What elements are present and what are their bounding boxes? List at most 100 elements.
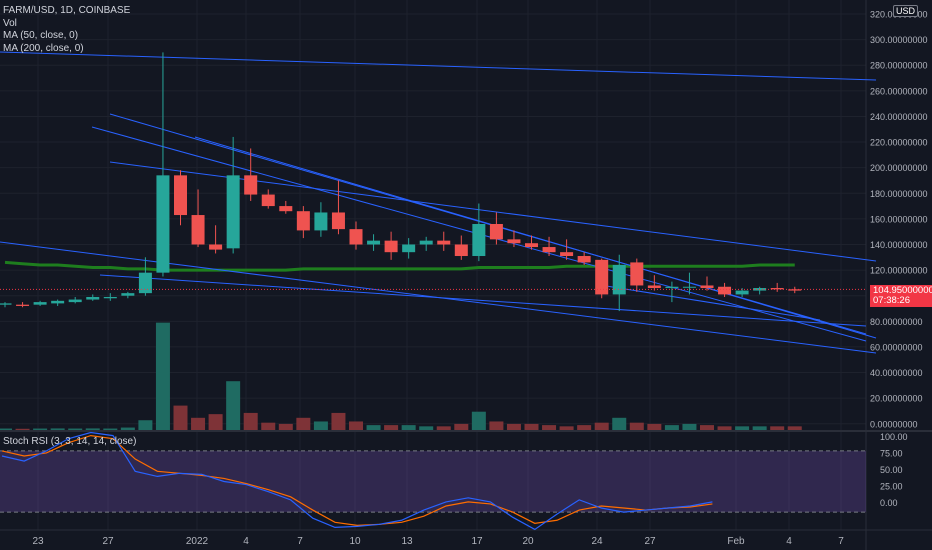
- volume-bar: [454, 423, 469, 430]
- time-tick-label: 17: [471, 536, 483, 547]
- rsi-d-line: [1, 434, 713, 526]
- candle-body: [331, 212, 345, 230]
- candle-body: [68, 299, 82, 303]
- rsi-axis: 100.00 75.00 50.00 25.00 0.00: [880, 432, 908, 508]
- chart-legend: FARM/USD, 1D, COINBASE Vol MA (50, close…: [3, 5, 130, 55]
- volume-bar: [349, 421, 363, 430]
- volume-bar: [68, 428, 83, 430]
- volume-bar: [0, 428, 12, 430]
- candle-body: [209, 244, 223, 250]
- ma200-label[interactable]: MA (200, close, 0): [3, 42, 84, 54]
- price-tick-label: 160.00000000: [870, 214, 928, 224]
- volume-bar: [752, 426, 767, 430]
- time-tick-label: 7: [838, 536, 844, 547]
- candle-body: [191, 215, 205, 245]
- candle-body: [472, 224, 486, 257]
- candle-body: [384, 240, 398, 253]
- price-tick-label: 0.00000000: [870, 419, 918, 429]
- volume-bar: [524, 423, 539, 430]
- time-tick-label: 4: [786, 536, 792, 547]
- volume-bar: [366, 425, 381, 430]
- volume-label[interactable]: Vol: [3, 17, 17, 29]
- ma50-label[interactable]: MA (50, close, 0): [3, 30, 79, 41]
- candle-body: [174, 175, 187, 216]
- candle-body: [647, 285, 661, 289]
- trend-line: [109, 161, 877, 262]
- rsi-band: [0, 450, 866, 513]
- candle-body: [612, 264, 626, 295]
- volume-bar: [33, 428, 48, 430]
- rsi-tick-label: 100.00: [880, 432, 908, 442]
- volume-bar: [50, 428, 65, 430]
- time-tick-label: 7: [297, 536, 303, 547]
- candle-body: [542, 247, 556, 253]
- volume-bar: [401, 425, 416, 430]
- volume-bar: [436, 426, 451, 430]
- symbol-label[interactable]: FARM/USD, 1D, COINBASE: [3, 5, 131, 16]
- volume-bar: [155, 322, 170, 430]
- candle-body: [682, 286, 696, 288]
- volume-bar: [577, 425, 592, 430]
- candle-body: [51, 300, 65, 304]
- volume-bar: [682, 423, 697, 430]
- volume-bar: [85, 428, 100, 430]
- candle-body: [700, 285, 714, 289]
- candle-body: [244, 175, 258, 195]
- candle-body: [788, 289, 802, 291]
- volume-bar: [594, 422, 609, 430]
- candle-body: [16, 304, 30, 306]
- candle-body: [156, 175, 170, 273]
- volume-bar: [261, 422, 276, 430]
- candle-body: [402, 244, 416, 253]
- price-tick-label: 280.00000000: [870, 61, 928, 71]
- candle-body: [314, 212, 328, 231]
- time-tick-label: 2022: [186, 536, 209, 547]
- candle-body: [437, 240, 451, 245]
- candlesticks: [0, 52, 802, 312]
- candle-body: [489, 224, 503, 240]
- time-tick-label: Feb: [727, 536, 745, 547]
- rsi-tick-label: 75.00: [880, 449, 903, 459]
- trend-line: [99, 274, 867, 327]
- volume-bar: [120, 427, 135, 430]
- ma-line: [4, 260, 795, 272]
- price-tick-label: 60.00000000: [870, 342, 923, 352]
- price-tick-label: 120.00000000: [870, 266, 928, 276]
- volume-bar: [419, 426, 434, 430]
- volume-bar: [191, 417, 206, 430]
- candle-body: [0, 303, 12, 305]
- time-tick-label: 27: [644, 536, 656, 547]
- volume-bar: [243, 412, 258, 430]
- time-tick-label: 13: [401, 536, 413, 547]
- volume-bar: [735, 426, 750, 430]
- candle-body: [770, 288, 784, 290]
- volume-bar: [296, 417, 311, 430]
- volume-bar: [138, 420, 153, 430]
- candle-body: [595, 259, 609, 295]
- candle-body: [367, 240, 381, 245]
- volume-bar: [647, 423, 662, 430]
- candle-body: [138, 272, 152, 294]
- volume-bar: [103, 428, 118, 430]
- price-tick-label: 20.00000000: [870, 394, 923, 404]
- price-tick-label: 180.00000000: [870, 189, 928, 199]
- currency-badge[interactable]: USD: [893, 5, 919, 17]
- candle-body: [560, 252, 574, 257]
- candle-body: [577, 256, 591, 263]
- rsi-tick-label: 0.00: [880, 498, 898, 508]
- stoch-rsi-label[interactable]: Stoch RSI (3, 3, 14, 14, close): [3, 436, 137, 447]
- price-tick-label: 240.00000000: [870, 112, 928, 122]
- time-tick-label: 20: [522, 536, 534, 547]
- candle-body: [525, 243, 538, 248]
- volume-bar: [471, 411, 486, 430]
- current-price-tag: 104.95000000: [870, 285, 932, 297]
- candle-body: [419, 240, 433, 245]
- time-tick-label: 10: [349, 536, 361, 547]
- time-tick-label: 24: [591, 536, 603, 547]
- volume-bar: [717, 426, 732, 430]
- price-tick-label: 40.00000000: [870, 368, 923, 378]
- candle-body: [103, 296, 117, 299]
- price-tick-label: 220.00000000: [870, 138, 928, 148]
